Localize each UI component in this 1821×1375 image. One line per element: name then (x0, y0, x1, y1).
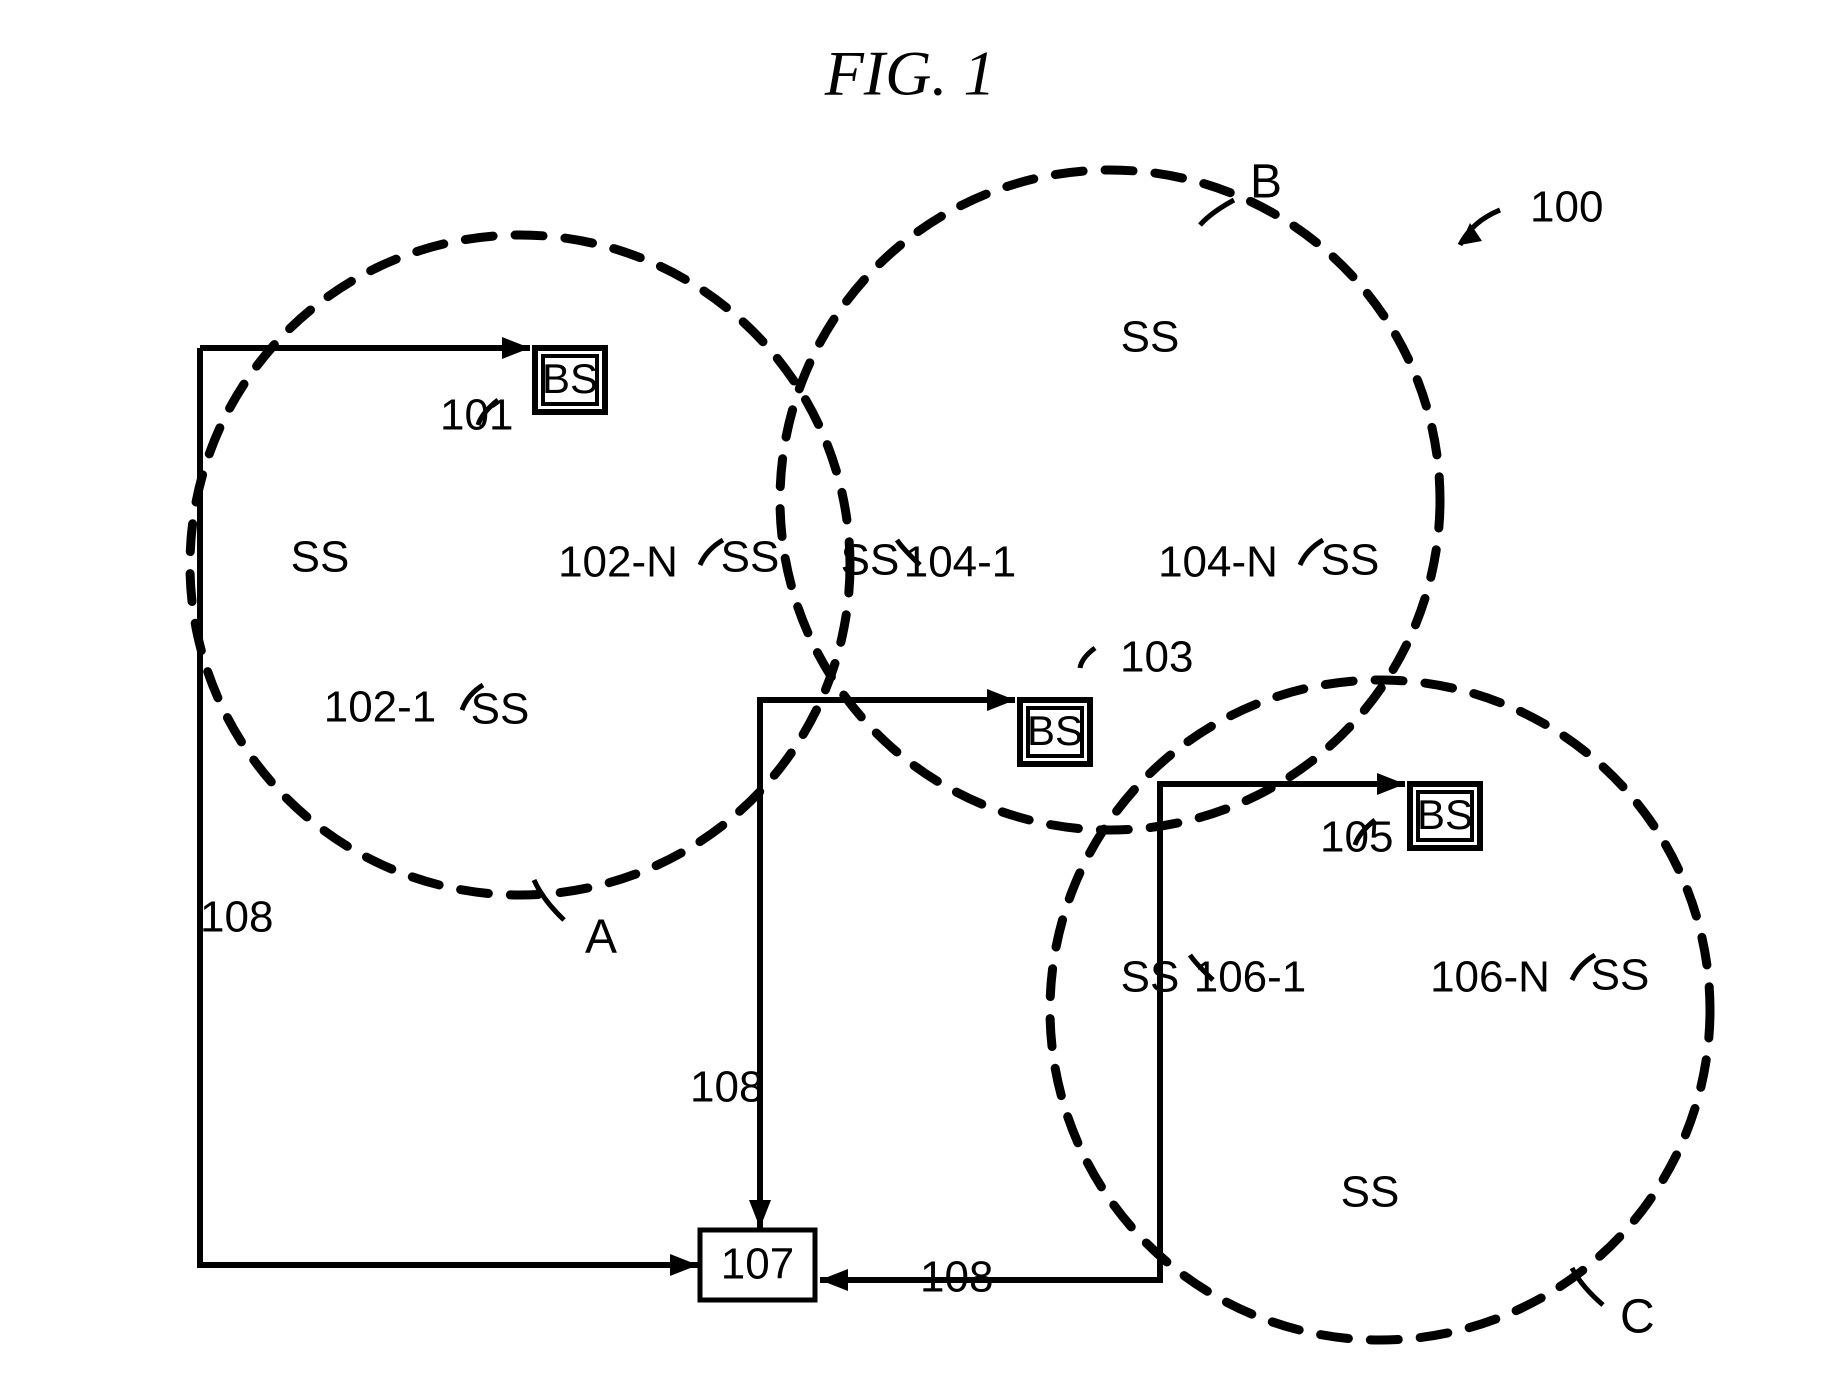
cell-letter-B: B (1250, 156, 1282, 209)
bs-label: BS (542, 355, 598, 402)
ss-ref-2: 104-1 (904, 538, 1017, 587)
system-ref-label: 100 (1530, 183, 1603, 232)
arrowhead-icon (820, 1269, 848, 1291)
link-label-1: 108 (690, 1063, 763, 1112)
bs101: BS 101 (440, 348, 605, 440)
ref-tick (1572, 1268, 1603, 1305)
link-l2 (760, 700, 1015, 1160)
ss-ref-0: 102-1 (324, 683, 437, 732)
ss-label-3: SS (841, 536, 900, 585)
ref-tick (700, 540, 723, 565)
cell-letter-C: C (1620, 1291, 1655, 1344)
ref-tick (1300, 540, 1323, 565)
ss-label-8: SS (1341, 1168, 1400, 1217)
ss-ref-1: 102-N (558, 538, 678, 587)
ss-label-5: SS (1321, 536, 1380, 585)
arrowhead-icon (670, 1254, 698, 1276)
controller-box: 107 (700, 1230, 815, 1300)
cell-B (780, 170, 1440, 830)
link-label-2: 108 (920, 1253, 993, 1302)
bs105: BS105 (1320, 784, 1480, 862)
ss-ref-5: 106-N (1430, 953, 1550, 1002)
arrowhead-icon (987, 689, 1015, 711)
figure-title: FIG. 1 (824, 38, 996, 109)
ss-label-1: SS (721, 533, 780, 582)
ref-tick (1200, 200, 1234, 225)
controller-label: 107 (721, 1240, 794, 1289)
bs-label: BS (1027, 707, 1083, 754)
ref-tick (1080, 648, 1095, 668)
bs103-ref: 103 (1120, 633, 1193, 682)
bs101-ref: 101 (440, 391, 513, 440)
ss-label-7: SS (1591, 951, 1650, 1000)
system-ref: 100 (1460, 183, 1603, 245)
ss-label-4: SS (1121, 313, 1180, 362)
ss-layer: SS SS SS SS SS SS SS SS SS (291, 313, 1650, 1217)
cell-B-boundary (780, 170, 1440, 830)
cell-letter-A: A (585, 911, 617, 964)
ss-refs-layer: 102-1102-N104-1104-N106-1106-N (324, 538, 1595, 1002)
figure-1-diagram: FIG. 1 BS101BS103BS105 107 SSSSSSSSSSSSS… (0, 0, 1821, 1375)
bs-label: BS (1417, 791, 1473, 838)
arrowhead-icon (1377, 773, 1405, 795)
cell-letters-layer: A B C (534, 156, 1655, 1344)
bs103: BS 103 (1020, 633, 1193, 764)
link-label-0: 108 (200, 893, 273, 942)
arrowhead-icon (502, 337, 530, 359)
arrowhead-icon (1460, 223, 1482, 245)
link-l1d (200, 348, 698, 1265)
ss-label-2: SS (471, 685, 530, 734)
ss-label-6: SS (1121, 953, 1180, 1002)
arrowhead-icon (749, 1200, 771, 1228)
ref-tick (534, 880, 564, 920)
ss-label-0: SS (291, 533, 350, 582)
ss-ref-3: 104-N (1158, 538, 1278, 587)
